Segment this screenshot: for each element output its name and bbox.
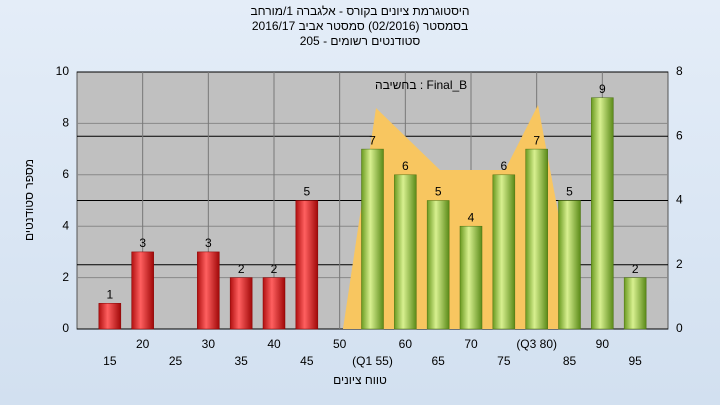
x-tick-label: 25 [169, 354, 183, 368]
x-tick-label: 30 [202, 337, 216, 351]
x-tick-label: 15 [103, 354, 117, 368]
y2-tick-label: 6 [676, 128, 683, 142]
x-tick-label: 50 [333, 337, 347, 351]
annotation: בחשיבה : Final_B [375, 78, 467, 92]
bar [295, 200, 319, 330]
y2-tick-label: 4 [676, 193, 683, 207]
bar [229, 277, 253, 330]
value-label: 4 [468, 210, 475, 224]
bar [591, 97, 614, 330]
value-label: 3 [205, 236, 212, 250]
x-tick-label: 90 [596, 337, 610, 351]
value-label: 3 [139, 236, 146, 250]
value-label: 7 [533, 133, 540, 147]
bar [623, 277, 647, 330]
value-label: 5 [303, 185, 310, 199]
chart-subtitle: בסמסטר (02/2016) סמסטר אביב 2016/17 [252, 19, 468, 33]
bars: 1 3 3 2 2 5 7 6 5 4 6 7 5 9 2 [98, 82, 647, 330]
value-label: 6 [500, 159, 507, 173]
value-label: 9 [599, 82, 606, 96]
value-label: 5 [435, 185, 442, 199]
value-label: 2 [238, 262, 245, 276]
x-tick-label: (Q3 80) [516, 337, 557, 351]
x-tick-label: 75 [497, 354, 511, 368]
bar [459, 225, 483, 330]
y2-tick-label: 0 [676, 321, 683, 335]
y-tick-label: 8 [62, 116, 69, 130]
bar [558, 200, 581, 330]
bar [262, 277, 286, 330]
x-tick-label: 40 [267, 337, 281, 351]
y-tick-label: 0 [62, 321, 69, 335]
x-tick-label: 60 [399, 337, 413, 351]
y2-tick-label: 8 [676, 64, 683, 78]
bar [525, 148, 548, 330]
value-label: 1 [106, 287, 113, 301]
bar [197, 251, 220, 330]
bar [131, 251, 154, 330]
x-tick-label: (Q1 55) [352, 354, 393, 368]
bar [98, 303, 122, 330]
bar [426, 200, 450, 330]
y-tick-label: 10 [56, 64, 70, 78]
value-label: 5 [566, 185, 573, 199]
bar [492, 174, 516, 330]
bar [394, 174, 417, 330]
x-tick-label: 35 [234, 354, 248, 368]
value-label: 2 [271, 262, 278, 276]
chart-title: היסטוגרמת ציונים בקורס - אלגברה 1/מורחב [251, 4, 470, 18]
y-tick-label: 2 [62, 270, 69, 284]
x-tick-label: 85 [563, 354, 577, 368]
value-label: 2 [632, 262, 639, 276]
y-tick-label: 4 [62, 218, 69, 232]
x-tick-label: 70 [464, 337, 478, 351]
x-tick-label: 95 [628, 354, 642, 368]
value-label: 6 [402, 159, 409, 173]
y-tick-label: 6 [62, 167, 69, 181]
y-axis-label: מספר סטודנטים [22, 159, 36, 241]
x-tick-label: 45 [300, 354, 314, 368]
x-tick-label: 20 [136, 337, 150, 351]
x-axis-label: טווח ציונים [333, 373, 387, 387]
chart-subtitle: סטודנטים רשומים - 205 [300, 34, 421, 48]
bar [361, 148, 384, 330]
value-label: 7 [369, 133, 376, 147]
x-tick-label: 65 [431, 354, 445, 368]
y2-tick-label: 2 [676, 257, 683, 271]
